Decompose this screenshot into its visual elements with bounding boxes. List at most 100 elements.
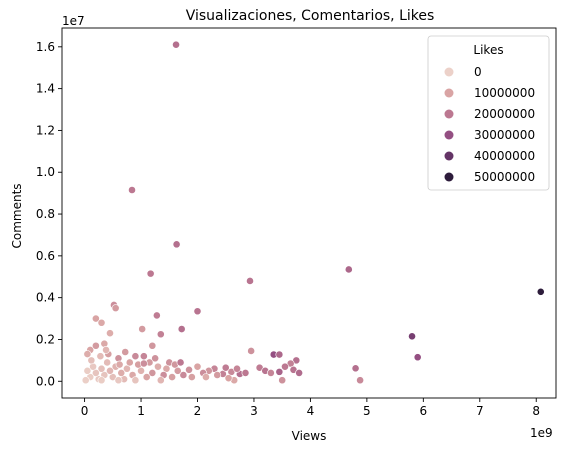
data-point	[266, 369, 275, 377]
data-point	[148, 341, 157, 350]
y-tick-label: 1.6	[36, 40, 55, 54]
data-point	[172, 40, 180, 49]
data-point	[87, 356, 96, 365]
data-point	[152, 311, 161, 320]
data-point	[156, 376, 165, 385]
legend-entry-label: 40000000	[474, 149, 535, 163]
legend-title: Likes	[473, 43, 503, 57]
chart-title: Visualizaciones, Comentarios, Likes	[186, 8, 435, 24]
x-axis-label: Views	[292, 429, 327, 443]
data-point	[156, 330, 165, 339]
data-point	[275, 350, 284, 359]
data-point	[138, 325, 147, 333]
data-point	[278, 376, 287, 385]
data-point	[168, 373, 176, 381]
x-tick-label: 1	[137, 404, 145, 418]
data-point	[202, 373, 210, 381]
x-tick-label: 0	[81, 404, 89, 418]
data-point	[154, 362, 162, 371]
legend-marker	[444, 67, 454, 77]
legend-entry-label: 30000000	[474, 128, 535, 142]
legend-box	[427, 35, 550, 191]
data-point	[83, 350, 92, 359]
data-point	[103, 358, 112, 367]
data-point	[193, 307, 202, 316]
data-point	[187, 373, 196, 381]
data-point	[97, 376, 106, 385]
data-point	[281, 362, 289, 371]
x-tick-label: 2	[194, 404, 202, 418]
y-tick-label: 1.4	[36, 82, 55, 96]
y-tick-label: 0.6	[36, 249, 55, 263]
data-point	[176, 358, 185, 367]
data-point	[106, 329, 114, 338]
data-point	[246, 277, 254, 285]
y-tick-label: 0.8	[36, 207, 55, 221]
axes-frame	[61, 27, 557, 399]
data-point	[275, 367, 284, 376]
data-point	[148, 369, 157, 377]
data-point	[193, 362, 202, 371]
x-multiplier-label: 1e9	[530, 426, 553, 440]
data-point	[117, 369, 126, 377]
data-point	[102, 346, 110, 354]
data-point	[114, 354, 123, 363]
data-point	[177, 325, 186, 333]
data-point	[114, 376, 123, 385]
data-point	[97, 318, 106, 327]
legend-entry-label: 50000000	[474, 170, 535, 184]
legend-entry-label: 0	[474, 65, 482, 79]
data-point	[125, 358, 134, 367]
data-point	[172, 240, 181, 249]
data-point	[91, 314, 100, 323]
y-multiplier-label: 1e7	[62, 14, 85, 28]
legend-marker	[444, 172, 454, 182]
data-point	[139, 352, 148, 361]
data-point	[536, 287, 545, 296]
data-point	[139, 359, 148, 368]
data-point	[356, 376, 364, 385]
data-point	[344, 265, 353, 274]
data-point	[131, 352, 140, 361]
data-point	[408, 332, 416, 341]
data-point	[185, 365, 193, 374]
y-axis-label: Comments	[10, 183, 24, 248]
data-point	[146, 269, 155, 278]
data-point	[233, 364, 241, 373]
data-point	[97, 364, 106, 373]
y-tick-label: 0.0	[36, 374, 55, 388]
data-point	[106, 366, 114, 375]
legend-entry-label: 20000000	[474, 107, 535, 121]
data-point	[121, 348, 130, 356]
y-tick-label: 1.0	[36, 165, 55, 179]
x-tick-label: 8	[532, 404, 540, 418]
legend-marker	[444, 109, 454, 119]
data-point	[221, 363, 230, 372]
data-point	[351, 364, 360, 373]
data-point	[213, 371, 222, 379]
legend-marker	[444, 151, 454, 161]
legend-marker	[444, 88, 454, 98]
x-tick-label: 3	[250, 404, 258, 418]
data-point	[224, 374, 233, 383]
y-tick-label: 1.2	[36, 123, 55, 137]
legend-entry-label: 10000000	[474, 86, 535, 100]
data-point	[96, 352, 105, 361]
data-point	[151, 354, 160, 363]
x-tick-label: 7	[476, 404, 484, 418]
plot-area: 0 1 2 3 4 5 6 7 8 0.0 0.2 0.4 0.6 0.8 1.0 1.2 1.4 1.6	[36, 27, 557, 418]
data-point	[111, 304, 120, 313]
x-tick-label: 4	[307, 404, 315, 418]
y-tick-label: 0.4	[36, 291, 55, 305]
data-point	[83, 366, 92, 375]
data-point	[413, 353, 422, 362]
x-tick-label: 6	[420, 404, 428, 418]
legend-marker	[444, 130, 454, 140]
data-point	[142, 373, 151, 381]
data-point	[295, 369, 304, 377]
data-point	[115, 360, 124, 369]
data-point	[247, 347, 256, 355]
data-point	[91, 341, 100, 350]
legend: Likes 0 10000000 20000000 30000000 40000000 50…	[427, 35, 550, 191]
